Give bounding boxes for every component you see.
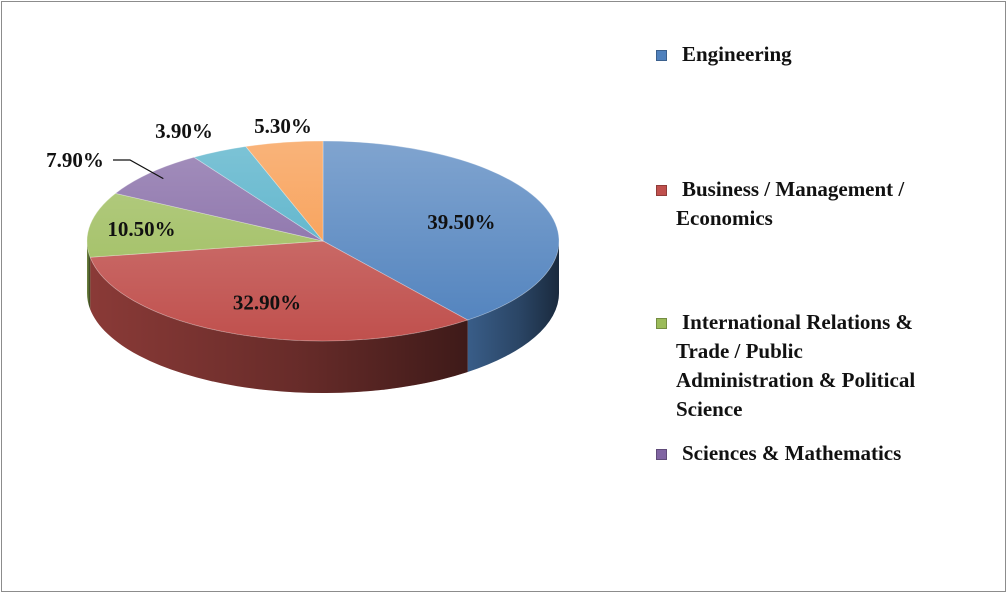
data-label: 3.90% — [155, 119, 213, 143]
legend-label: International Relations & Trade / Public… — [676, 310, 916, 421]
pie-slice-side-shade — [90, 257, 468, 393]
pie-labels: 39.50% 32.90% 10.50% 7.90% 3.90% 5.30% — [46, 114, 495, 315]
legend-item-engineering: Engineering — [656, 40, 792, 69]
legend-item-international-relations: International Relations & Trade / Public… — [656, 308, 915, 424]
leader-line — [113, 159, 164, 180]
pie-slice-side-shade — [87, 241, 91, 310]
pie-tops — [86, 140, 560, 342]
data-label: 7.90% — [46, 148, 104, 172]
legend-swatch — [656, 318, 667, 329]
legend-label: Business / Management / Economics — [676, 177, 905, 230]
data-label: 10.50% — [107, 217, 175, 241]
pie-sides — [87, 241, 559, 393]
pie-slice-side-shade — [467, 241, 559, 373]
data-label: 39.50% — [427, 210, 495, 234]
legend-item-business: Business / Management / Economics — [656, 175, 904, 233]
legend-label: Sciences & Mathematics — [682, 441, 902, 465]
data-label: 5.30% — [254, 114, 312, 138]
legend-swatch — [656, 50, 667, 61]
pie-top-highlight — [87, 141, 559, 341]
legend-swatch — [656, 449, 667, 460]
legend-label: Engineering — [682, 42, 792, 66]
data-label: 32.90% — [233, 291, 301, 315]
legend-item-sciences: Sciences & Mathematics — [656, 439, 901, 468]
legend-swatch — [656, 185, 667, 196]
